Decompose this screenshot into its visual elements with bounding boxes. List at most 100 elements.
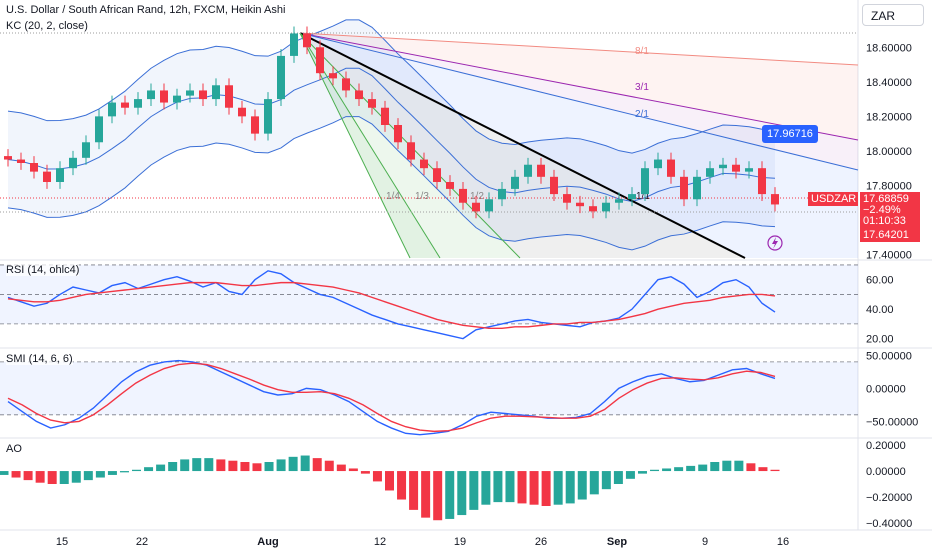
ao-bar (192, 458, 202, 472)
candle-body (134, 99, 142, 108)
ao-bar (746, 463, 756, 472)
candle-body (589, 206, 597, 212)
candle-body (407, 142, 415, 160)
ao-bar (445, 471, 455, 519)
time-tick-label: 9 (702, 536, 708, 548)
ao-bar (505, 471, 515, 503)
fan-line-8 (299, 32, 859, 66)
ao-bar (168, 462, 178, 472)
rsi-line-main (7, 270, 776, 340)
candle-body (641, 168, 649, 195)
fan-zone-2 (300, 33, 858, 258)
ao-bar (553, 471, 563, 505)
candle-body (329, 73, 337, 79)
time-tick-label: 22 (136, 536, 148, 548)
ao-bar (360, 471, 370, 474)
fan-label: 2/1 (635, 109, 649, 120)
ao-bar (722, 460, 732, 472)
candle-body (680, 176, 688, 200)
candle-body (446, 182, 454, 189)
candle-body (4, 156, 12, 160)
ao-bar (288, 456, 298, 472)
fan-label: 8/1 (635, 46, 649, 57)
ao-bar (493, 471, 503, 503)
candle-body (212, 85, 220, 100)
candle-body (706, 168, 714, 177)
candle-body (615, 199, 623, 203)
ao-tick-label: −0.20000 (866, 492, 912, 504)
ao-bar (662, 468, 672, 472)
ao-bar (758, 467, 768, 472)
price-callout: 17.96716 (762, 125, 818, 143)
ao-bar (674, 467, 684, 472)
time-tick-label: 15 (56, 536, 68, 548)
ao-bar (409, 471, 419, 510)
ao-tick-label: −0.40000 (866, 518, 912, 530)
ao-bar (144, 467, 154, 472)
ao-bar (107, 471, 117, 475)
candle-body (43, 171, 51, 182)
fan-line-1 (299, 32, 746, 259)
candle-body (290, 33, 298, 56)
candle-body (394, 125, 402, 143)
ao-bar (397, 471, 407, 500)
candle-body (355, 90, 363, 100)
price-tick-label: 18.20000 (866, 111, 912, 123)
keltner-fill (8, 19, 775, 250)
ao-bar (324, 460, 334, 472)
ao-bar (35, 471, 45, 483)
ao-bar (481, 471, 491, 505)
ao-bar (59, 471, 69, 484)
time-tick-label: 26 (535, 536, 547, 548)
ao-bar (541, 471, 551, 506)
ao-bar (252, 463, 262, 472)
ao-bar (625, 471, 635, 479)
candle-body (758, 168, 766, 195)
price-tick-label: 17.80000 (866, 180, 912, 192)
candle-body (316, 47, 324, 74)
ao-bar (385, 471, 394, 491)
candle-body (17, 159, 25, 163)
candle-body (667, 159, 675, 177)
ao-bar (180, 459, 190, 472)
candle-body (654, 159, 662, 169)
rsi-tick-label: 20.00 (866, 334, 894, 346)
ao-bar (577, 471, 587, 500)
ao-bar (336, 464, 346, 472)
candle-body (511, 176, 519, 189)
candle-body (160, 90, 168, 103)
keltner-upper (7, 19, 776, 154)
keltner-label: KC (20, 2, close) (6, 20, 88, 32)
candle-body (563, 194, 571, 203)
ao-bar (613, 471, 623, 484)
time-tick-label: 12 (374, 536, 386, 548)
fan-line-3 (299, 32, 859, 141)
candle-body (173, 95, 181, 103)
ao-bar (433, 471, 443, 521)
ao-bar (770, 469, 780, 472)
ao-bar (589, 471, 599, 495)
smi-tick-label: −50.00000 (866, 416, 918, 428)
ao-bar (95, 471, 105, 478)
time-tick-label: 19 (454, 536, 466, 548)
ao-bar (421, 471, 431, 518)
ao-bar (312, 458, 322, 472)
currency-button[interactable]: ZAR (862, 4, 924, 26)
fan-line-2 (299, 32, 859, 171)
ao-bar (132, 469, 142, 472)
candle-body (550, 176, 558, 195)
ao-bar (650, 469, 660, 472)
smi-tick-label: 50.00000 (866, 350, 912, 362)
ao-bar (469, 471, 479, 510)
change-tag: −2.49% (860, 204, 920, 217)
ao-bar (517, 471, 527, 504)
keltner-lower (7, 116, 776, 251)
candle-body (95, 116, 103, 143)
symbol-tag: USDZAR (808, 192, 858, 206)
smi-band-fill (0, 361, 858, 415)
candle-body (238, 107, 246, 117)
fan-label: 3/1 (635, 82, 649, 93)
rsi-line-signal (7, 281, 776, 330)
candle-body (524, 164, 532, 177)
